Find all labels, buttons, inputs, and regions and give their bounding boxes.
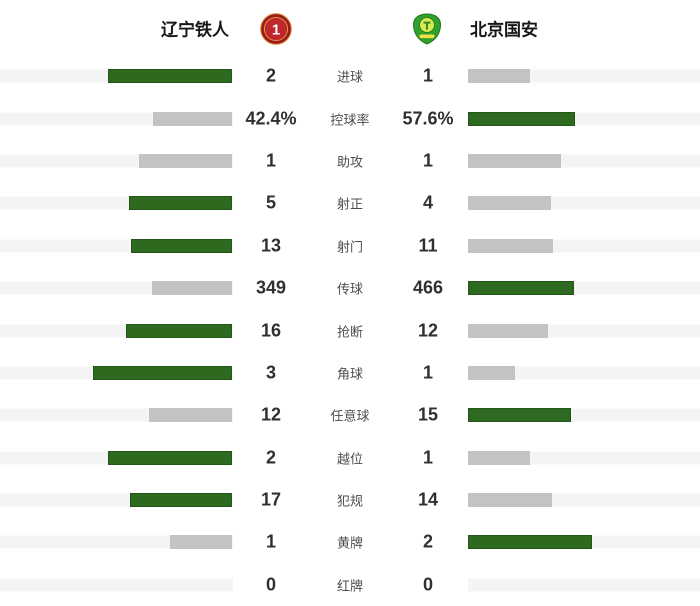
home-stat-value: 5 [265,192,276,213]
home-stat-value: 2 [265,447,276,468]
away-team-logo beijing-guoan-badge-icon[interactable] [411,13,443,45]
stat-label: 传球 [336,281,363,297]
home-stat-value: 1 [265,150,276,171]
away-stat-value: 4 [422,192,433,213]
home-team-logo liaoning-tieren-badge-icon[interactable]: 1 [260,13,292,45]
stat-row: 1 助攻 1 [0,140,700,182]
home-stat-bar [130,493,232,508]
away-stat-value: 1 [422,362,433,383]
away-stat-bar [468,450,530,465]
stat-row: 3 角球 1 [0,352,700,394]
home-stat-bar [153,111,232,126]
home-stat-value: 13 [260,235,282,256]
away-stat-value: 466 [412,277,444,298]
away-stat-value: 0 [422,574,433,595]
stat-label: 抢断 [336,324,363,340]
home-stat-value: 0 [265,574,276,595]
stat-row: 16 抢断 12 [0,309,700,351]
home-stat-value: 3 [265,362,276,383]
home-stat-bar [108,69,232,84]
away-stat-bar [468,196,551,211]
svg-text:1: 1 [272,22,280,39]
stat-label: 任意球 [330,408,370,424]
away-stat-bar [468,493,552,508]
stat-label: 助攻 [336,154,363,170]
away-stat-bar [468,535,592,550]
away-stat-bar [468,323,548,338]
stat-label: 控球率 [330,112,370,128]
home-stat-bar [139,153,232,168]
home-team-name[interactable]: 辽宁铁人 [161,20,229,39]
stat-row: 42.4% 控球率 57.6% [0,97,700,139]
away-stat-value: 14 [417,489,439,510]
stat-row: 17 犯规 14 [0,479,700,521]
away-team-name[interactable]: 北京国安 [470,20,538,39]
home-stat-value: 17 [260,489,282,510]
away-bar-track [468,578,700,592]
away-stat-value: 15 [417,404,439,425]
stats-rows: 2 进球 1 42.4% 控球率 57.6% 1 助攻 1 [0,55,700,606]
away-stat-value: 57.6% [402,108,454,129]
stat-label: 射门 [336,239,363,255]
stat-row: 5 射正 4 [0,182,700,224]
home-stat-bar [149,408,232,423]
stat-label: 犯规 [336,493,363,509]
stat-row: 349 传球 466 [0,267,700,309]
away-stat-value: 2 [422,531,433,552]
stat-row: 2 进球 1 [0,55,700,97]
home-stat-bar [125,323,232,338]
away-stat-value: 11 [418,235,438,256]
home-stat-value: 349 [255,277,287,298]
stat-row: 0 红牌 0 [0,564,700,606]
away-stat-value: 1 [422,150,433,171]
stat-label: 射正 [336,196,363,212]
away-stat-bar [468,365,515,380]
away-stat-bar [468,408,572,423]
home-stat-bar [152,281,232,296]
home-stat-value: 16 [260,320,282,341]
home-stat-value: 1 [265,531,276,552]
stat-label: 进球 [336,69,363,85]
stat-label: 越位 [336,451,363,467]
away-stat-bar [468,153,561,168]
home-stat-value: 2 [265,65,276,86]
home-stat-value: 42.4% [245,108,297,129]
home-bar-track [0,578,233,592]
stat-label: 角球 [336,366,363,382]
away-stat-bar [468,69,530,84]
home-stat-bar [170,535,232,550]
stat-row: 13 射门 11 [0,225,700,267]
stat-row: 12 任意球 15 [0,394,700,436]
away-stat-bar [468,281,575,296]
away-stat-value: 12 [417,320,439,341]
home-stat-bar [92,365,232,380]
stat-label: 黄牌 [336,535,363,551]
home-stat-bar [108,450,232,465]
away-stat-value: 1 [422,447,433,468]
stat-row: 2 越位 1 [0,437,700,479]
match-header: 辽宁铁人 1 北京国安 [0,0,700,55]
away-stat-bar [468,111,576,126]
stat-label: 红牌 [336,578,363,594]
home-stat-bar [128,196,232,211]
stat-row: 1 黄牌 2 [0,521,700,563]
home-stat-value: 12 [260,404,282,425]
away-bar-track [468,366,700,380]
home-stat-bar [131,238,232,253]
away-stat-value: 1 [422,65,433,86]
away-stat-bar [468,238,554,253]
